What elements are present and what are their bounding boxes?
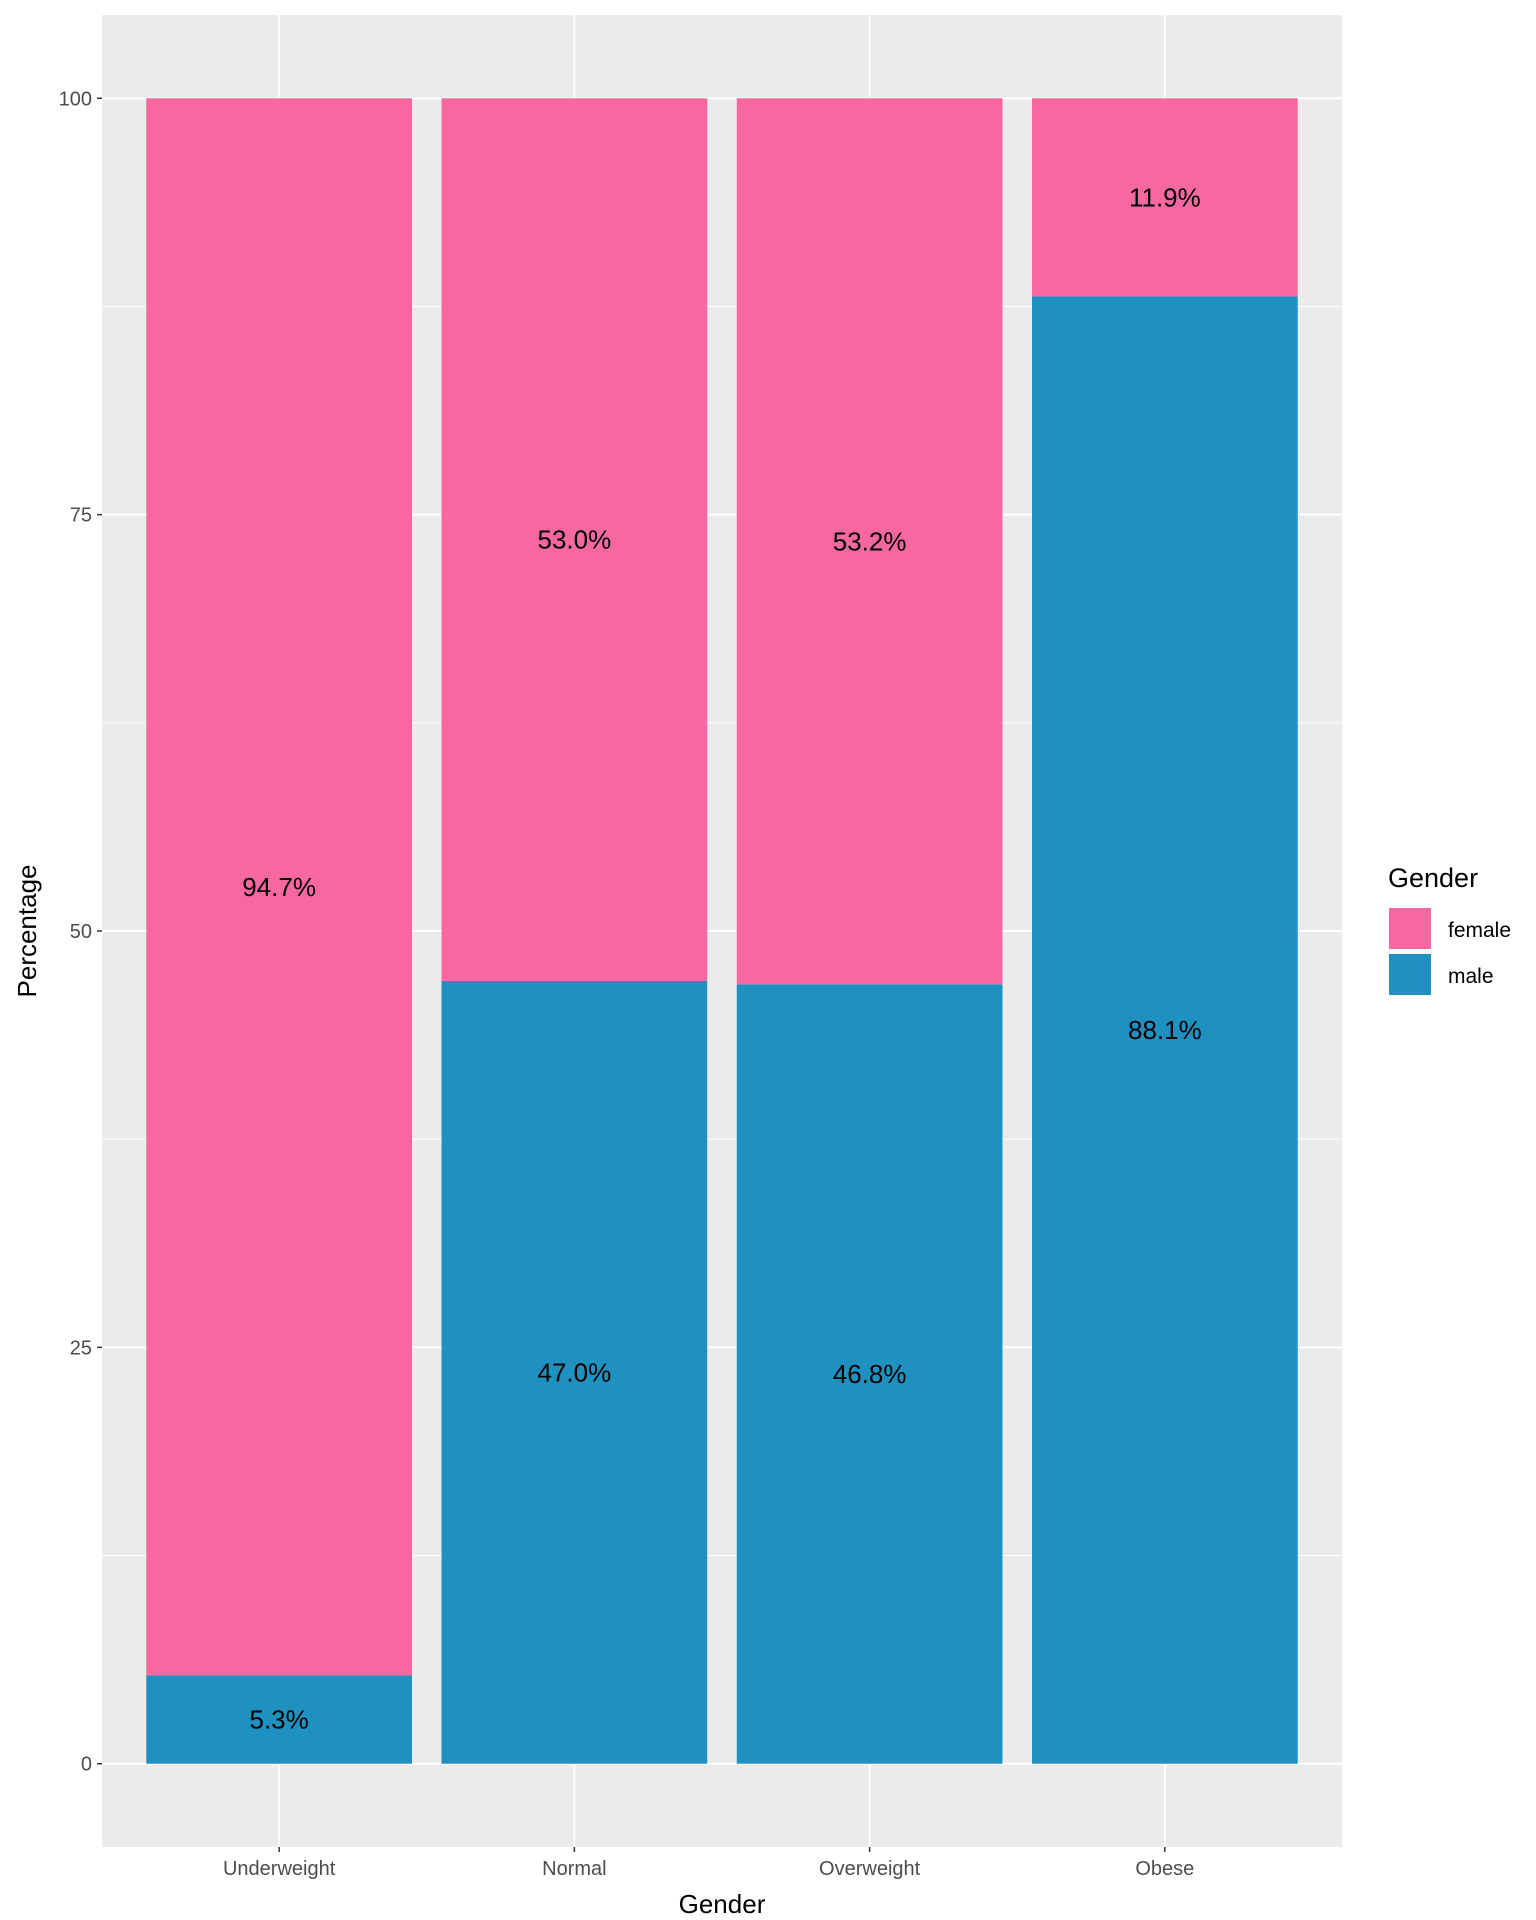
legend-key-female [1387,906,1433,951]
data-label-female: 11.9% [1129,182,1201,212]
bar-female [1032,98,1298,297]
y-tick-label: 50 [70,921,92,943]
data-label-female: 53.2% [833,526,907,556]
bar-female [146,98,413,1676]
bar-female [441,98,708,981]
data-label-male: 5.3% [250,1705,309,1735]
bar-male [441,980,708,1764]
data-label-female: 53.0% [538,525,612,555]
legend: Gender female male [1387,863,1511,997]
bar-male [146,1675,413,1764]
x-tick-label: Obese [1135,1858,1194,1880]
legend-label-male: male [1448,965,1494,988]
data-label-female: 94.7% [242,872,316,902]
bar-male [736,984,1003,1764]
y-axis-title: Percentage [12,865,42,998]
y-tick-label: 100 [59,88,92,110]
bar-female [736,98,1003,985]
data-label-male: 88.1% [1128,1015,1202,1045]
x-axis-title: Gender [679,1889,766,1919]
x-tick-label: Overweight [819,1858,921,1880]
legend-key-male [1387,952,1433,997]
data-labels: 5.3% 94.7% 47.0% 53.0% 46.8% 53.2% 88.1% 11.9% [242,182,1201,1734]
data-label-male: 46.8% [833,1359,907,1389]
x-tick-label: Underweight [223,1858,336,1880]
legend-label-female: female [1448,919,1511,942]
bars [146,98,1298,1764]
axes: 0 25 50 75 100 Underweight Normal Overweight Obe… [59,88,1195,1880]
data-label-male: 47.0% [538,1357,612,1387]
bar-male [1032,296,1298,1764]
y-tick-label: 75 [70,505,92,527]
y-tick-label: 0 [81,1754,92,1776]
y-tick-label: 25 [70,1337,92,1359]
x-tick-label: Normal [542,1858,606,1880]
legend-title: Gender [1388,863,1478,893]
